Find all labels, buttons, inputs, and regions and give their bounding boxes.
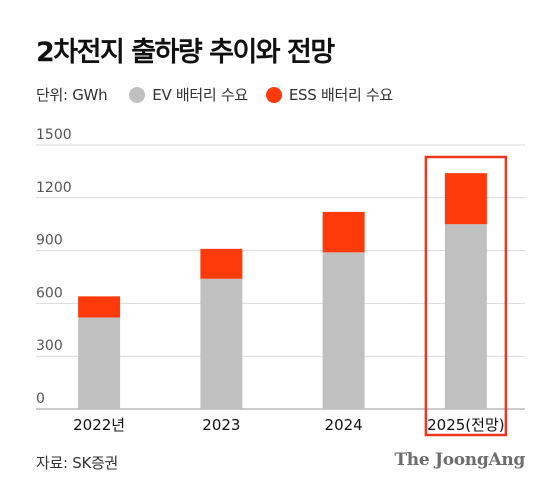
- y-tick-label: 1500: [36, 127, 72, 143]
- x-tick-label: 2022년: [73, 416, 125, 434]
- legend-label-ev: EV 배터리 수요: [152, 86, 248, 104]
- bar-segment-ess: [444, 173, 487, 225]
- bar-segment-ess: [322, 211, 365, 253]
- brand-logo: The JoongAng: [394, 450, 525, 470]
- bar-segment-ess: [200, 248, 243, 279]
- x-tick-label: 2025(전망): [427, 416, 504, 434]
- y-tick-label: 900: [36, 233, 63, 249]
- bar-segment-ev: [78, 317, 121, 409]
- legend-label-ess: ESS 배터리 수요: [288, 86, 393, 104]
- forecast-highlight-box: [424, 155, 508, 437]
- legend-item-ess: ESS 배터리 수요: [265, 84, 393, 105]
- legend-swatch-ess: [265, 86, 282, 103]
- legend-swatch-ev: [129, 86, 146, 103]
- bar-segment-ess: [78, 296, 121, 318]
- x-tick-label: 2023: [202, 416, 240, 434]
- y-tick-label: 300: [36, 338, 63, 354]
- bar-segment-ev: [322, 252, 365, 409]
- bar-segment-ev: [444, 224, 487, 409]
- chart-title: 2차전지 출하량 추이와 전망: [36, 37, 335, 68]
- x-tick-label: 2024: [325, 416, 363, 434]
- bar-segment-ev: [200, 278, 243, 409]
- y-tick-label: 600: [36, 285, 63, 301]
- y-tick-label: 1200: [36, 180, 72, 196]
- y-tick-label: 0: [36, 391, 45, 407]
- legend: 단위: GWh EV 배터리 수요 ESS 배터리 수요: [36, 84, 411, 105]
- source-note: 자료: SK증권: [36, 454, 118, 472]
- unit-label: 단위: GWh: [36, 86, 108, 104]
- legend-item-ev: EV 배터리 수요: [129, 84, 248, 105]
